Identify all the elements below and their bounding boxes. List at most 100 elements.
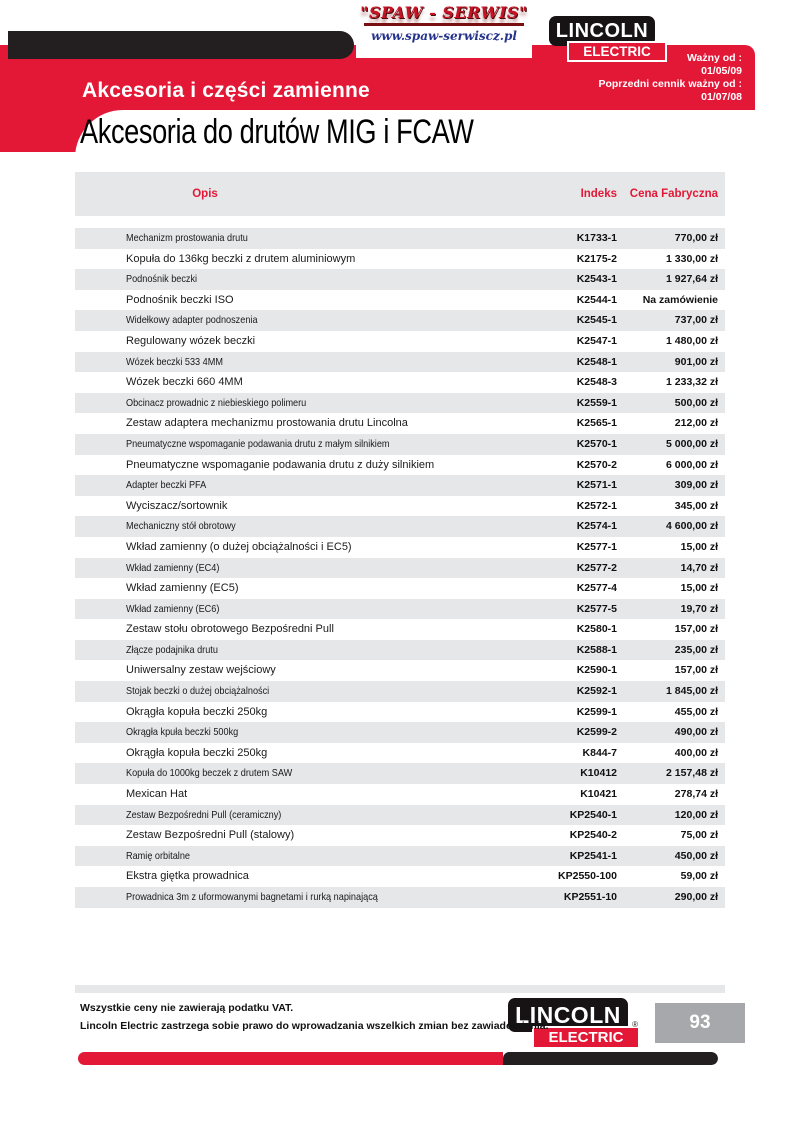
row-price: 15,00 zł [680, 582, 718, 595]
row-price: 157,00 zł [674, 664, 718, 677]
row-price: 290,00 zł [674, 891, 718, 903]
row-index: K2599-1 [576, 705, 617, 718]
column-header-price: Cena Fabryczna [629, 188, 718, 200]
table-row: Uniwersalny zestaw wejściowy K2590-1 157,0… [75, 660, 725, 681]
row-description: Mechaniczny stół obrotowy [126, 520, 236, 533]
table-row: Podnośnik beczki K2543-1 1 927,64 zł [75, 269, 725, 290]
page-title: Akcesoria do drutów MIG i FCAW [80, 113, 474, 151]
row-description: Mechanizm prostowania drutu [126, 232, 248, 244]
valid-from-label: Ważny od : [686, 52, 742, 64]
table-row: Wózek beczki 533 4MM K2548-1 901,00 zł [75, 351, 725, 373]
table-row: Złącze podajnika drutu K2588-1 235,00 zł [75, 639, 725, 661]
table-row: Zestaw Bezpośredni Pull (ceramiczny) KP25… [75, 804, 725, 826]
table-header: Opis Indeks Cena Fabryczna [75, 172, 725, 216]
row-price: 6 000,00 zł [666, 458, 718, 471]
table-row: Ekstra giętka prowadnica KP2550-100 59,00 … [75, 866, 725, 887]
lincoln-electric-logo: LINCOLN ® ELECTRIC [549, 16, 667, 62]
lincoln-logo-electric: ELECTRIC [532, 1026, 640, 1049]
dealer-website: www.spaw-serwiscz.pl [371, 29, 517, 43]
row-description: Wkład zamienny (EC6) [126, 602, 220, 615]
lincoln-logo-electric: ELECTRIC [567, 41, 667, 62]
row-price: 5 000,00 zł [666, 437, 718, 450]
row-description: Zestaw Bezpośredni Pull (stalowy) [126, 829, 295, 842]
row-description: Podnośnik beczki ISO [126, 293, 234, 306]
row-description: Adapter beczki PFA [126, 479, 207, 492]
column-header-description: Opis [192, 188, 218, 200]
row-price: 15,00 zł [680, 540, 718, 553]
table-row: Wkład zamienny (EC4) K2577-2 14,70 zł [75, 557, 725, 579]
row-price: 1 927,64 zł [666, 273, 718, 286]
row-price: 120,00 zł [674, 808, 718, 821]
row-index: K844-7 [582, 746, 617, 759]
table-row: Ramię orbitalne KP2541-1 450,00 zł [75, 845, 725, 867]
table-row: Kopuła do 1000kg beczek z drutem SAW K104… [75, 763, 725, 785]
row-price: 455,00 zł [674, 705, 718, 718]
row-index: K2592-1 [576, 685, 617, 698]
row-index: K2544-1 [576, 293, 617, 306]
table-row: Stojak beczki o dużej obciążalności K2592… [75, 681, 725, 702]
footer-decorative-bar [78, 1052, 718, 1065]
row-price: 901,00 zł [674, 355, 718, 368]
footer-bar-red-segment [78, 1052, 503, 1065]
page-number: 93 [655, 1003, 745, 1043]
table-row: Adapter beczki PFA K2571-1 309,00 zł [75, 475, 725, 496]
dealer-logo-underline [364, 23, 524, 26]
row-price: 1 330,00 zł [666, 252, 718, 265]
row-index: K1733-1 [576, 232, 617, 244]
row-price: 19,70 zł [680, 602, 718, 615]
top-black-bar [8, 31, 354, 59]
table-row: Okrągła kopuła beczki 250kg K2599-1 455,00… [75, 702, 725, 723]
row-price: 1 480,00 zł [666, 334, 718, 347]
row-index: K2577-4 [576, 582, 617, 595]
row-description: Uniwersalny zestaw wejściowy [126, 664, 276, 677]
row-index: K2577-5 [576, 602, 617, 615]
row-price: 75,00 zł [680, 829, 718, 842]
row-price: 345,00 zł [674, 499, 718, 512]
footer-bar-black-segment [503, 1052, 718, 1065]
row-price: 235,00 zł [674, 643, 718, 656]
row-index: K2548-3 [576, 376, 617, 389]
row-description: Stojak beczki o dużej obciążalności [126, 685, 270, 698]
row-index: K10412 [580, 767, 617, 780]
row-price: 490,00 zł [674, 726, 718, 739]
previous-price-list-date: 01/07/08 [701, 91, 742, 103]
row-index: K2588-1 [576, 643, 617, 656]
row-price: 4 600,00 zł [666, 520, 718, 533]
row-description: Wyciszacz/sortownik [126, 499, 228, 512]
row-price: 212,00 zł [674, 417, 718, 430]
row-description: Zestaw stołu obrotowego Bezpośredni Pull [126, 623, 334, 636]
table-row: Wózek beczki 660 4MM K2548-3 1 233,32 zł [75, 372, 725, 393]
table-row: Zestaw Bezpośredni Pull (stalowy) KP2540-… [75, 825, 725, 846]
table-row: Mechanizm prostowania drutu K1733-1 770,00… [75, 228, 725, 249]
row-description: Pneumatyczne wspomaganie podawania drutu… [126, 437, 390, 450]
row-price: 737,00 zł [674, 314, 718, 327]
row-description: Kopuła do 136kg beczki z drutem aluminio… [126, 252, 356, 265]
table-row: Okrągła kpuła beczki 500kg K2599-2 490,00 … [75, 722, 725, 743]
row-description: Mexican Hat [126, 788, 188, 801]
row-description: Widełkowy adapter podnoszenia [126, 314, 258, 327]
table-row: Podnośnik beczki ISO K2544-1 Na zamówienie [75, 290, 725, 311]
row-price: 157,00 zł [674, 623, 718, 636]
row-price: 770,00 zł [674, 232, 718, 244]
registered-trademark-icon: ® [658, 34, 664, 43]
row-index: KP2541-1 [569, 849, 617, 862]
row-description: Okrągła kpuła beczki 500kg [126, 726, 239, 739]
table-row: Regulowany wózek beczki K2547-1 1 480,00 z… [75, 331, 725, 352]
row-price: 1 845,00 zł [666, 685, 718, 698]
table-row: Zestaw adaptera mechanizmu prostowania d… [75, 413, 725, 434]
row-description: Zestaw adaptera mechanizmu prostowania d… [126, 417, 408, 430]
table-rows: Mechanizm prostowania drutu K1733-1 770,00… [75, 228, 725, 908]
row-index: KP2540-2 [569, 829, 617, 842]
row-index: K2570-1 [576, 437, 617, 450]
row-index: K10421 [580, 788, 617, 801]
row-description: Prowadnica 3m z uformowanymi bagnetami i… [126, 891, 378, 903]
row-price: 400,00 zł [674, 746, 718, 759]
row-index: K2577-2 [576, 561, 617, 574]
table-row: Wkład zamienny (EC6) K2577-5 19,70 zł [75, 598, 725, 620]
row-description: Regulowany wózek beczki [126, 334, 256, 347]
row-description: Ramię orbitalne [126, 849, 190, 862]
row-index: K2571-1 [576, 479, 617, 492]
previous-price-list-label: Poprzedni cennik ważny od : [598, 78, 742, 90]
table-row: Mexican Hat K10421 278,74 zł [75, 784, 725, 805]
